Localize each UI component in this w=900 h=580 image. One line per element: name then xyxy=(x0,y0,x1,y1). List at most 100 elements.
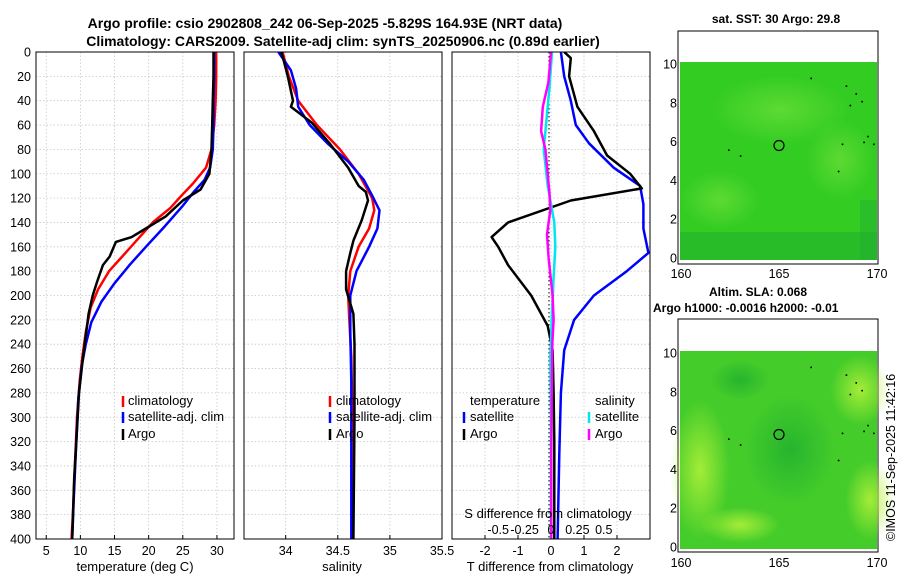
x-tick-label: 1 xyxy=(581,544,588,558)
map-y-tick-label: 0 xyxy=(670,252,677,266)
map-x-tick-label: 170 xyxy=(867,267,888,281)
salinity-lines xyxy=(277,52,381,539)
legend-heading-salinity: salinity xyxy=(595,393,635,408)
x-tick-label: 15 xyxy=(108,544,122,558)
figure-title-line2: Climatology: CARS2009. Satellite-adj cli… xyxy=(86,33,600,49)
depth-tick-label: 20 xyxy=(17,70,31,84)
sla-low-patch xyxy=(710,360,770,400)
depth-tick-label: 40 xyxy=(17,94,31,108)
depth-tick-label: 340 xyxy=(10,459,31,473)
legend-label-argo: Argo xyxy=(336,426,363,441)
legend-label-satellite: satellite-adj. clim xyxy=(128,409,224,424)
temperature-panel: 0 20 40 60 80 100 120 140 160 180 200 220 240 260 280 3… xyxy=(10,46,235,574)
sst-cool-band xyxy=(680,232,877,260)
temperature-tick-labels: 5 10 15 20 25 30 xyxy=(43,544,224,558)
island-dot xyxy=(873,143,875,146)
map-x-tick-label: 160 xyxy=(671,556,692,570)
figure-title-line1: Argo profile: csio 2902808_242 06-Sep-20… xyxy=(88,15,563,31)
x-tick-label: 35 xyxy=(383,544,397,558)
salinity-frame xyxy=(243,51,443,540)
depth-tick-label: 300 xyxy=(10,411,31,425)
depth-tick-label: 380 xyxy=(10,508,31,522)
x-tick-label: 2 xyxy=(614,544,621,558)
x-tick-label: 5 xyxy=(43,544,50,558)
sla-map-subtitle: Argo h1000: -0.0016 h2000: -0.01 xyxy=(653,301,839,315)
sla-high-patch xyxy=(670,400,730,540)
series-line-s-argo xyxy=(539,52,555,539)
sst-warm-patch xyxy=(805,120,875,200)
sst-map-panel: sat. SST: 30 Argo: 29.8 0 2 4 6 8 10 160 165 170 xyxy=(663,12,887,281)
depth-tick-label: 100 xyxy=(10,167,31,181)
sla-high-patch xyxy=(700,507,780,543)
x-tick-label: 25 xyxy=(176,544,190,558)
legend-label-s-argo: Argo xyxy=(595,426,622,441)
copyright-stamp: ©IMOS 11-Sep-2025 11:42:16 xyxy=(884,374,898,541)
legend-label-climatology: climatology xyxy=(336,393,402,408)
series-line-t-argo xyxy=(490,52,644,539)
sst-cool-band xyxy=(860,200,877,260)
map-y-tick-label: 6 xyxy=(670,135,677,149)
s-difference-tick-labels: -0.5 -0.25 0 0.25 0.5 xyxy=(487,523,612,537)
salinity-grid xyxy=(244,52,443,539)
argo-location-marker xyxy=(773,139,785,152)
depth-tick-label: 120 xyxy=(10,192,31,206)
map-y-tick-label: 4 xyxy=(670,463,677,477)
x-tick-label: -2 xyxy=(479,544,490,558)
map-x-tick-label: 165 xyxy=(769,556,790,570)
island-dot xyxy=(739,444,742,446)
series-line-satellite-adj-clim xyxy=(277,52,381,539)
island-dot xyxy=(863,141,865,144)
island-dot xyxy=(837,459,840,462)
depth-tick-label: 200 xyxy=(10,289,31,303)
map-y-tick-label: 2 xyxy=(670,213,677,227)
x-tick-label: 10 xyxy=(73,544,87,558)
island-dot xyxy=(810,366,812,369)
island-dot xyxy=(855,382,858,384)
depth-tick-label: 140 xyxy=(10,216,31,230)
x-tick-label: 34 xyxy=(279,544,293,558)
map-x-tick-label: 170 xyxy=(867,556,888,570)
x-tick-label: 30 xyxy=(210,544,224,558)
map-y-tick-label: 2 xyxy=(670,502,677,516)
map-y-tick-label: 0 xyxy=(670,541,677,555)
depth-tick-label: 240 xyxy=(10,338,31,352)
island-dot xyxy=(841,432,844,435)
temperature-frame xyxy=(35,51,235,540)
temperature-lines xyxy=(70,52,218,539)
series-line-s-satellite xyxy=(542,52,557,539)
depth-tick-label: 0 xyxy=(24,46,31,60)
sla-map-panel: Altim. SLA: 0.068 Argo h1000: -0.0016 h2… xyxy=(653,285,895,570)
legend-label-climatology: climatology xyxy=(128,393,194,408)
island-dot xyxy=(873,432,875,435)
island-dot xyxy=(739,155,742,157)
map-y-tick-label: 8 xyxy=(670,385,677,399)
series-line-argo xyxy=(70,52,215,539)
series-line-t-satellite xyxy=(556,52,650,539)
x-tick-label: 35.5 xyxy=(430,544,454,558)
x-tick-label: 0 xyxy=(548,544,555,558)
sla-map-tick-labels: 0 2 4 6 8 10 160 165 170 xyxy=(663,347,887,571)
map-y-tick-label: 10 xyxy=(663,347,677,361)
sst-warm-patch xyxy=(710,75,850,145)
depth-tick-label: 320 xyxy=(10,435,31,449)
island-dot xyxy=(863,430,865,433)
island-dot xyxy=(867,424,869,427)
legend-label-s-satellite: satellite xyxy=(595,409,639,424)
legend-label-argo: Argo xyxy=(128,426,155,441)
sla-map-title: Altim. SLA: 0.068 xyxy=(709,285,807,299)
temperature-grid xyxy=(36,52,234,539)
island-dot xyxy=(849,104,852,107)
sst-map-title: sat. SST: 30 Argo: 29.8 xyxy=(712,12,841,26)
map-x-tick-label: 160 xyxy=(671,267,692,281)
difference-frame xyxy=(451,51,651,540)
depth-tick-label: 160 xyxy=(10,240,31,254)
map-y-tick-label: 10 xyxy=(663,58,677,72)
depth-tick-label: 360 xyxy=(10,484,31,498)
salinity-panel: 34 34.5 35 35.5 salinity climatology satell… xyxy=(243,51,454,574)
s-tick-label: 0 xyxy=(548,523,555,537)
map-y-tick-label: 6 xyxy=(670,424,677,438)
difference-legend-t: temperature satellite Argo xyxy=(462,393,540,441)
salinity-legend: climatology satellite-adj. clim Argo xyxy=(328,393,432,441)
temperature-xlabel: temperature (deg C) xyxy=(76,559,193,574)
